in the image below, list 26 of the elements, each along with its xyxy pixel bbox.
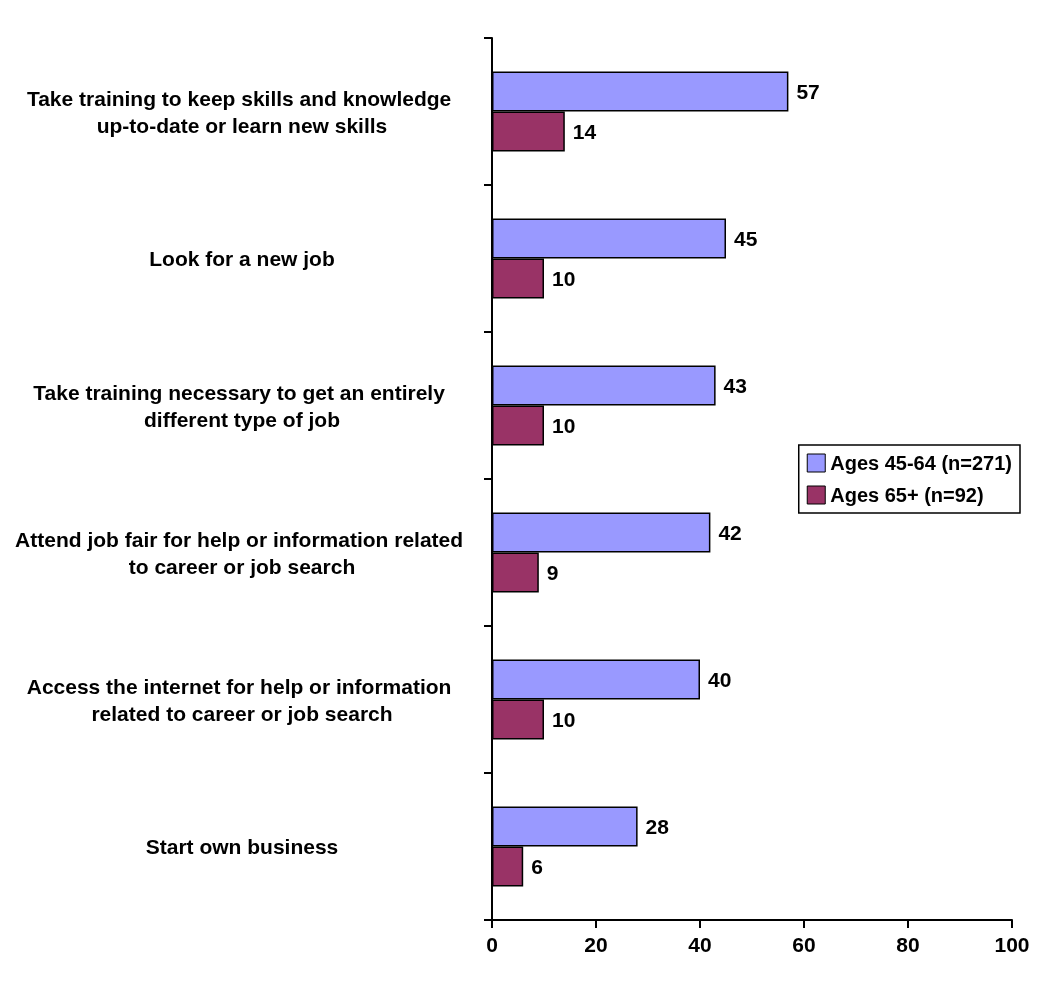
y-tick-label: Take training to keep skills and knowledge up-to-date or learn new skills — [26, 86, 458, 137]
data-label: 40 — [708, 668, 732, 691]
data-label: 10 — [552, 708, 576, 731]
x-tick-label: 0 — [486, 933, 498, 956]
y-tick-label: Take training necessary to get an entirely different type of job — [33, 380, 451, 431]
data-label: 43 — [723, 374, 747, 397]
y-tick-label: Look for a new job — [149, 247, 335, 270]
x-tick-label: 100 — [994, 933, 1030, 956]
legend-label: Ages 45-64 (n=271) — [830, 452, 1013, 474]
x-tick-label: 40 — [688, 933, 712, 956]
x-tick-label: 80 — [896, 933, 920, 956]
y-tick-label: Attend job fair for help or information related to career or job search — [15, 527, 469, 578]
x-tick-label: 60 — [792, 933, 816, 956]
data-label: 6 — [531, 855, 543, 878]
data-label: 10 — [552, 267, 576, 290]
legend-label: Ages 65+ (n=92) — [830, 484, 984, 506]
data-label: 9 — [546, 561, 559, 584]
data-label: 42 — [718, 521, 742, 544]
data-label: 57 — [796, 80, 820, 103]
data-label: 45 — [734, 227, 758, 250]
y-tick-label: Start own business — [145, 835, 339, 858]
data-label: 14 — [572, 120, 597, 143]
y-tick-label: Access the internet for help or information related to career or job search — [26, 674, 458, 725]
x-tick-label: 20 — [584, 933, 608, 956]
data-label: 28 — [645, 815, 670, 838]
data-label: 10 — [552, 414, 576, 437]
